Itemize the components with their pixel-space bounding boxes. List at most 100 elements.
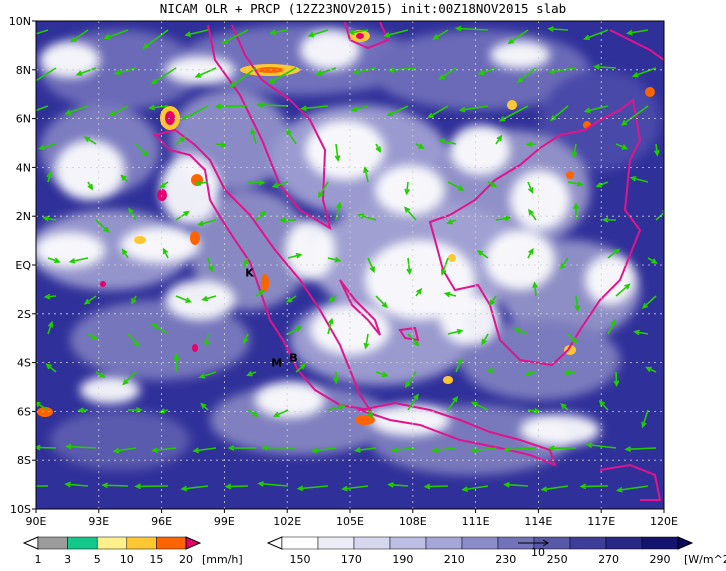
wind-arrow [214,103,249,110]
wind-arrow [200,402,209,411]
wind-arrow [516,67,537,84]
wind-arrow [279,217,297,224]
precip-colorbar-segment [126,536,157,550]
wind-arrow [68,257,89,264]
wind-arrow [415,143,425,149]
wind-arrow [333,371,339,385]
wind-arrow [574,295,581,312]
wind-arrow [404,371,417,389]
x-tick-label: 117E [587,515,615,528]
wind-arrow [624,446,657,452]
wind-arrow [64,105,89,116]
wind-arrow [128,207,137,221]
wind-arrow [507,29,529,45]
wind-arrow [440,257,449,276]
wind-arrow [243,257,250,268]
x-tick-label: 102E [273,515,301,528]
y-tick-labels: 10N 8N 6N 4N 2N EQ 2S 4S 6S 8S 10S [9,15,36,516]
olr-colorbar-label: 170 [341,553,362,566]
wind-arrow [547,26,569,32]
olr-colorbar-high-triangle [677,536,694,550]
y-tick-label: 10S [10,503,31,516]
wind-arrow [470,401,489,411]
wind-arrow [495,134,503,145]
wind-arrow [423,483,449,490]
wind-arrow [43,293,57,300]
precip-colorbar-segment [37,536,68,550]
precip-colorbar: 1 3 5 10 15 20 [mm/h] [22,536,243,566]
wind-arrow [95,219,110,233]
wind-arrow [427,105,449,119]
wind-arrow [261,444,297,451]
olr-colorbar-label: 230 [495,553,516,566]
wind-arrow [184,29,209,37]
coastline [153,21,664,501]
olr-colorbar-segment [389,536,427,550]
wind-arrow [513,327,529,335]
wind-arrow [77,407,89,414]
precip-colorbar-label: 20 [179,553,193,566]
reference-vector-label: 10 [531,546,545,559]
wind-arrow [613,371,620,388]
wind-arrow [142,29,169,49]
wind-arrow [101,482,129,489]
olr-colorbar-label: 190 [392,553,413,566]
wind-arrow [503,481,529,488]
precip-colorbar-high-triangle [185,536,202,550]
wind-arrow [36,485,49,487]
wind-arrow [64,443,97,450]
wind-arrow [46,171,53,183]
wind-arrow [45,363,57,373]
wind-arrow [387,67,417,73]
wind-arrow [127,333,140,347]
olr-colorbar-segment [461,536,499,550]
wind-arrow [192,447,217,454]
wind-arrow [571,143,578,159]
wind-arrow [469,447,497,454]
wind-arrow [271,181,289,189]
wind-arrow [131,295,137,305]
wind-arrow [83,136,97,145]
wind-arrow [87,181,94,191]
wind-arrow [431,447,457,454]
wind-arrow [243,333,249,345]
wind-arrow [375,143,381,153]
precip-colorbar-label: 15 [149,553,163,566]
wind-arrow [645,366,657,373]
wind-arrow [354,447,377,453]
wind-arrow [295,363,307,373]
wind-arrow [36,67,57,82]
wind-arrow [527,247,534,259]
wind-arrow [287,326,303,335]
wind-arrow [247,409,259,417]
y-tick-label: 2N [16,210,31,223]
wind-arrow [150,67,177,85]
wind-arrow [503,446,537,453]
wind-arrow [540,485,569,492]
precip-colorbar-segment [67,536,98,550]
x-tick-label: 105E [336,515,364,528]
wind-arrow [477,67,497,76]
wind-arrow [629,175,649,183]
olr-colorbar-segment [569,536,607,550]
wind-arrow [375,371,389,378]
x-tick-labels: 90E 93E 96E 99E 102E 105E 108E 111E 114E 117E 120E [26,509,678,528]
wind-arrow [573,202,579,221]
wind-arrow [197,219,217,227]
wind-arrow [655,209,664,221]
wind-arrow [363,333,370,350]
grid-lines [36,21,664,509]
y-tick-label: 6N [16,113,31,126]
wind-arrow [159,181,169,189]
wind-arrow [615,283,631,297]
wind-arrow [175,295,193,303]
wind-arrow [269,29,289,36]
wind-arrow [327,404,347,411]
wind-arrow [151,323,169,335]
wind-arrow [36,444,57,451]
wind-arrow [198,371,217,379]
olr-colorbar-label: 150 [290,553,311,566]
wind-arrow [404,181,411,196]
y-tick-label: 8S [17,454,31,467]
